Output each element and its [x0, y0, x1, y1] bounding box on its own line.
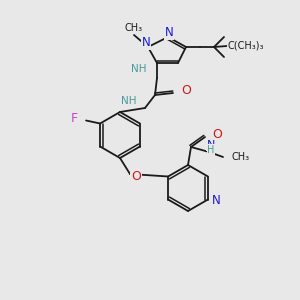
Text: CH₃: CH₃ — [231, 152, 249, 162]
Text: C(CH₃)₃: C(CH₃)₃ — [228, 40, 265, 50]
Text: O: O — [131, 169, 141, 182]
Text: H: H — [207, 145, 215, 155]
Text: CH₃: CH₃ — [125, 23, 143, 33]
Text: N: N — [207, 140, 215, 150]
Text: NH: NH — [131, 64, 147, 74]
Text: O: O — [181, 85, 191, 98]
Text: N: N — [212, 194, 221, 207]
Text: N: N — [142, 37, 150, 50]
Text: F: F — [71, 112, 78, 125]
Text: N: N — [165, 26, 173, 40]
Text: NH: NH — [122, 97, 137, 106]
Text: O: O — [212, 128, 222, 142]
